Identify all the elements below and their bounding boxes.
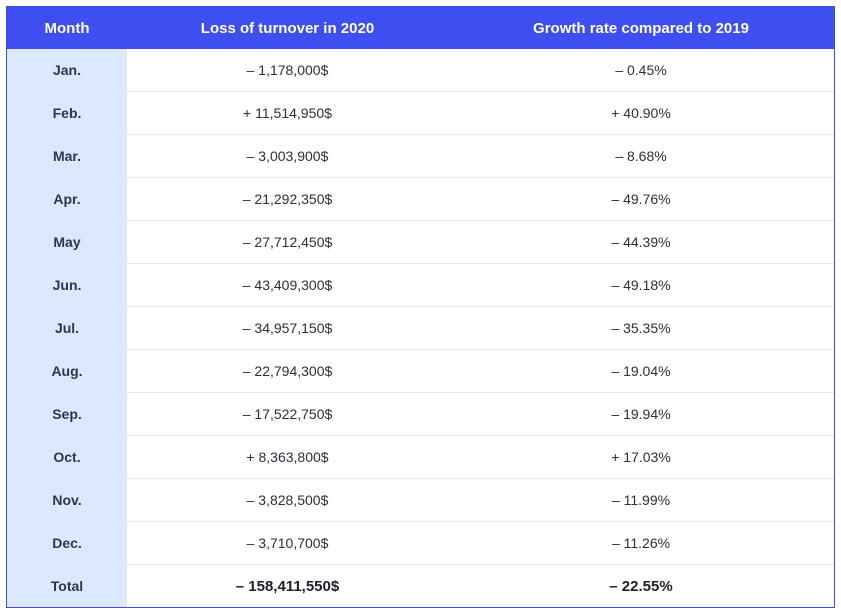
header-row: Month Loss of turnover in 2020 Growth ra… [7,7,834,49]
header-month: Month [7,7,127,49]
loss-cell: – 3,828,500$ [127,478,448,522]
turnover-table-container: Month Loss of turnover in 2020 Growth ra… [6,6,835,608]
loss-cell: – 3,003,900$ [127,134,448,178]
month-cell: Apr. [7,177,127,221]
table-row: Oct. + 8,363,800$ + 17.03% [7,435,834,479]
table-row: Apr. – 21,292,350$ – 49.76% [7,177,834,221]
table-row: May – 27,712,450$ – 44.39% [7,220,834,264]
month-cell: Nov. [7,478,127,522]
table-body: Jan. – 1,178,000$ – 0.45% Feb. + 11,514,… [7,49,834,607]
growth-cell: – 49.76% [448,177,834,221]
table-row: Dec. – 3,710,700$ – 11.26% [7,521,834,565]
table-row: Sep. – 17,522,750$ – 19.94% [7,392,834,436]
growth-cell: – 11.99% [448,478,834,522]
loss-cell: + 11,514,950$ [127,91,448,135]
growth-cell: – 49.18% [448,263,834,307]
header-loss-of-turnover: Loss of turnover in 2020 [127,7,448,49]
growth-cell: – 0.45% [448,49,834,92]
growth-cell: – 44.39% [448,220,834,264]
table-header: Month Loss of turnover in 2020 Growth ra… [7,7,834,49]
growth-cell: – 19.94% [448,392,834,436]
month-cell: Feb. [7,91,127,135]
loss-cell: – 34,957,150$ [127,306,448,350]
growth-cell: – 19.04% [448,349,834,393]
table-row: Jan. – 1,178,000$ – 0.45% [7,49,834,92]
total-label: Total [7,564,127,607]
table-row: Mar. – 3,003,900$ – 8.68% [7,134,834,178]
loss-cell: – 17,522,750$ [127,392,448,436]
table-row: Feb. + 11,514,950$ + 40.90% [7,91,834,135]
growth-cell: – 11.26% [448,521,834,565]
turnover-table: Month Loss of turnover in 2020 Growth ra… [7,7,834,607]
loss-cell: – 1,178,000$ [127,49,448,92]
total-row: Total – 158,411,550$ – 22.55% [7,564,834,607]
growth-cell: – 35.35% [448,306,834,350]
month-cell: Jul. [7,306,127,350]
total-growth-cell: – 22.55% [609,577,673,595]
growth-cell: + 40.90% [448,91,834,135]
table-row: Nov. – 3,828,500$ – 11.99% [7,478,834,522]
month-cell: Dec. [7,521,127,565]
table-row: Aug. – 22,794,300$ – 19.04% [7,349,834,393]
month-cell: Aug. [7,349,127,393]
month-cell: Jun. [7,263,127,307]
loss-cell: – 3,710,700$ [127,521,448,565]
month-cell: Sep. [7,392,127,436]
growth-cell: + 17.03% [448,435,834,479]
table-row: Jun. – 43,409,300$ – 49.18% [7,263,834,307]
month-cell: Mar. [7,134,127,178]
month-cell: May [7,220,127,264]
header-growth-rate: Growth rate compared to 2019 [448,7,834,49]
loss-cell: + 8,363,800$ [127,435,448,479]
loss-cell: – 21,292,350$ [127,177,448,221]
table-row: Jul. – 34,957,150$ – 35.35% [7,306,834,350]
total-loss-cell: – 158,411,550$ [235,577,340,595]
growth-cell: – 8.68% [448,134,834,178]
loss-cell: – 27,712,450$ [127,220,448,264]
loss-cell: – 22,794,300$ [127,349,448,393]
month-cell: Oct. [7,435,127,479]
loss-cell: – 43,409,300$ [127,263,448,307]
month-cell: Jan. [7,49,127,92]
